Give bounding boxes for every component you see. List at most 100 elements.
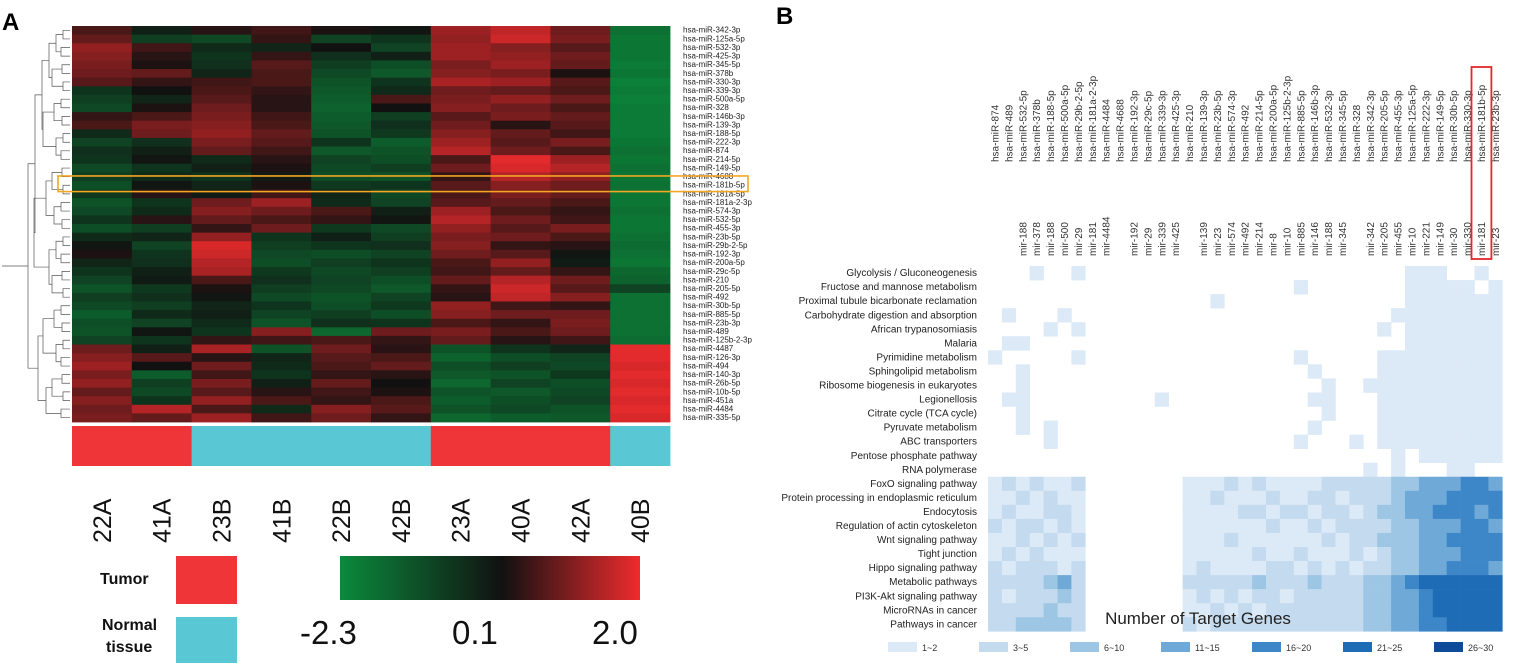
heat-cell	[371, 103, 432, 113]
target-gene-cell	[1474, 350, 1489, 365]
color-scale-low-label: -2.3	[300, 614, 357, 651]
heat-cell	[131, 275, 192, 285]
target-gene-cell	[1488, 476, 1503, 492]
pathway-label: PI3K-Akt signaling pathway	[855, 591, 977, 602]
mirna-row-label: hsa-miR-345-5p	[683, 60, 741, 69]
heat-cell	[311, 404, 372, 414]
heat-cell	[430, 129, 491, 139]
target-gene-cell	[1405, 547, 1420, 562]
target-gene-cell	[1015, 589, 1030, 604]
target-gene-cell	[1460, 308, 1475, 323]
target-gene-cell	[1349, 504, 1364, 520]
target-gene-cell	[1391, 603, 1406, 618]
panel-b-pathway-labels: Glycolysis / Gluconeogenesis Fructose and…	[781, 268, 977, 630]
target-gene-cell	[1363, 575, 1378, 590]
target-gene-cell	[988, 547, 1003, 562]
dendrogram-branch	[62, 184, 70, 195]
target-gene-cell	[1391, 434, 1406, 449]
heat-cell	[371, 344, 432, 354]
target-gene-cell	[1057, 547, 1072, 562]
heat-cell	[311, 301, 372, 311]
heat-cell	[251, 335, 312, 345]
target-gene-cell	[1363, 617, 1378, 632]
target-gene-cell	[1377, 589, 1392, 604]
heat-cell	[430, 198, 491, 208]
dendrogram-branch	[61, 322, 70, 332]
target-gene-cell	[1432, 561, 1447, 576]
heat-cell	[430, 60, 491, 70]
panel-b-x-title: Number of Target Genes	[1105, 609, 1291, 628]
target-gene-cell	[988, 575, 1003, 590]
target-gene-cell	[1488, 280, 1503, 295]
heat-cell	[72, 26, 133, 36]
heat-cell	[430, 69, 491, 79]
target-gene-cell	[1071, 518, 1086, 534]
heat-cell	[191, 284, 252, 294]
heat-cell	[371, 301, 432, 311]
heat-cell	[131, 404, 192, 414]
pathway-label: Tight junction	[918, 549, 977, 560]
heat-cell	[490, 232, 551, 242]
target-gene-cell	[1335, 504, 1350, 520]
heat-cell	[490, 353, 551, 363]
heat-cell	[311, 284, 372, 294]
heat-cell	[490, 224, 551, 234]
heat-cell	[251, 206, 312, 216]
heat-cell	[311, 258, 372, 268]
heat-cell	[490, 335, 551, 345]
target-gene-cell	[1446, 575, 1461, 590]
heat-cell	[131, 292, 192, 302]
target-gene-cell	[1321, 476, 1336, 492]
heat-cell	[550, 180, 611, 190]
mirna-column-label: hsa-miR-328	[1352, 104, 1363, 162]
heat-cell	[251, 137, 312, 147]
target-gene-cell	[1460, 392, 1475, 407]
heat-cell	[610, 275, 671, 285]
target-gene-cell	[1029, 547, 1044, 562]
target-gene-cell	[1266, 504, 1281, 520]
target-gene-cell	[1279, 547, 1295, 562]
heat-cell	[490, 413, 551, 423]
dendrogram-branch	[61, 116, 70, 126]
panel-b-heatmap	[988, 266, 1503, 632]
target-gene-cell	[1196, 518, 1211, 534]
heat-cell	[550, 404, 611, 414]
target-gene-cell	[1377, 617, 1392, 632]
heat-cell	[490, 292, 551, 302]
heat-cell	[311, 180, 372, 190]
target-gene-cell	[1432, 476, 1447, 492]
target-gene-cell	[1293, 617, 1308, 632]
target-gene-cell	[1182, 589, 1197, 604]
target-gene-cell	[1377, 518, 1392, 534]
target-gene-cell	[1196, 617, 1211, 632]
target-gene-cell	[1266, 575, 1281, 590]
heat-cell	[311, 77, 372, 87]
target-gene-cell	[1446, 364, 1461, 379]
heat-cell	[191, 232, 252, 242]
heat-cell	[430, 267, 491, 277]
heat-cell	[550, 327, 611, 337]
heat-cell	[550, 94, 611, 104]
target-gene-cell	[1418, 420, 1434, 435]
heat-cell	[311, 26, 372, 36]
target-gene-cell	[1015, 518, 1030, 534]
heat-cell	[490, 155, 551, 165]
heat-cell	[550, 258, 611, 268]
heat-cell	[72, 206, 133, 216]
target-gene-cell	[1015, 561, 1030, 576]
heat-cell	[490, 404, 551, 414]
heat-cell	[191, 155, 252, 165]
heat-cell	[550, 413, 611, 423]
mirna-row-label: hsa-miR-532-5p	[683, 215, 741, 224]
heat-cell	[311, 189, 372, 199]
mirna-family-label: mir-149	[1435, 222, 1446, 256]
target-gene-cell	[1182, 603, 1197, 618]
heat-cell	[131, 335, 192, 345]
target-gene-cell	[1015, 392, 1030, 407]
pathway-label: Malaria	[944, 338, 977, 349]
target-gene-cell	[1266, 603, 1281, 618]
heat-cell	[610, 206, 671, 216]
target-gene-cell	[1238, 532, 1253, 548]
pathway-label: Carbohydrate digestion and absorption	[805, 310, 977, 321]
heat-cell	[311, 60, 372, 70]
